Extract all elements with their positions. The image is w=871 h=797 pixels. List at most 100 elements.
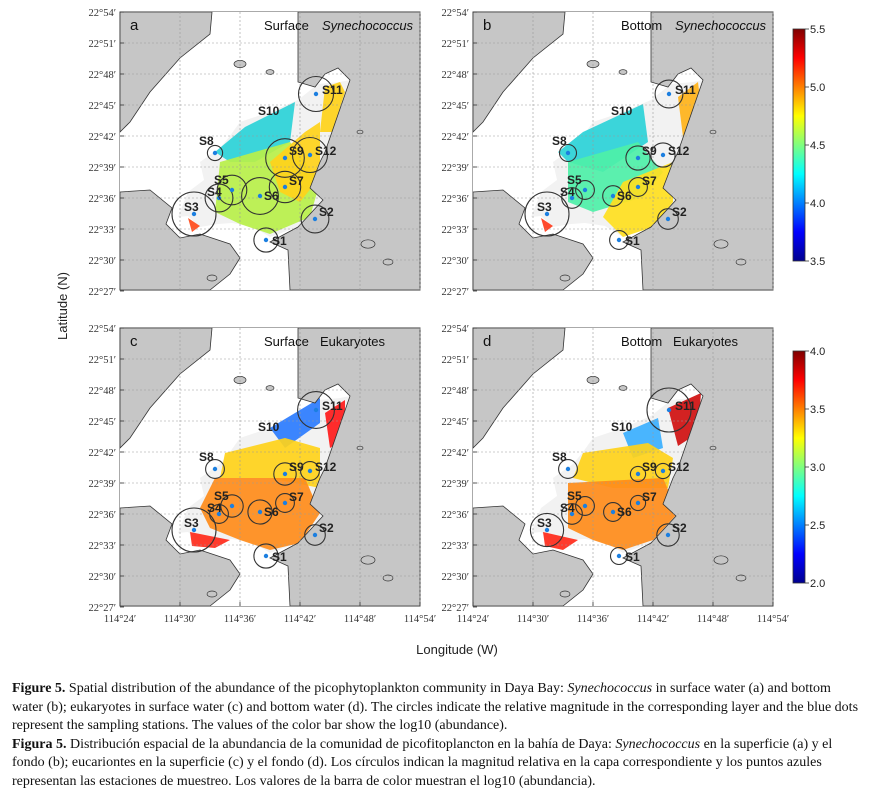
- panel-layer-label: Bottom: [621, 334, 662, 349]
- x-tick-label: 114°48′: [344, 614, 376, 625]
- station-label-s4: S4: [207, 501, 222, 515]
- panel-group-label: Synechococcus: [675, 18, 767, 33]
- y-tick-label: 22°33′: [442, 541, 470, 552]
- colorbar-tick-label: 3.0: [810, 462, 825, 474]
- y-tick-label: 22°54′: [442, 324, 470, 335]
- colorbar-tick-label: 4.5: [810, 140, 825, 152]
- colorbar-tick-label: 4.0: [810, 346, 825, 358]
- y-tick-label: 22°42′: [89, 132, 117, 143]
- land-west: [119, 327, 213, 449]
- island-3: [713, 555, 729, 565]
- station-label-s8: S8: [552, 134, 567, 148]
- magnitude-circle-s6: [247, 499, 273, 525]
- x-tick-label: 114°42′: [284, 614, 316, 625]
- station-dot-s1: [263, 237, 269, 243]
- station-dot-s3: [191, 527, 197, 533]
- station-label-s5: S5: [214, 489, 229, 503]
- panel-layer-label: Surface: [264, 334, 309, 349]
- station-dot-s5: [582, 503, 588, 509]
- colorbar-tick-label: 3.5: [810, 256, 825, 268]
- colorbar-tick-label: 4.0: [810, 198, 825, 210]
- station-dot-s5: [582, 187, 588, 193]
- magnitude-circle-s11: [297, 391, 335, 429]
- station-label-s7: S7: [642, 490, 657, 504]
- panel-group-label: Eukaryotes: [673, 334, 739, 349]
- y-tick-label: 22°42′: [442, 448, 470, 459]
- caption-spanish: Figura 5. Distribución espacial de la ab…: [12, 736, 864, 792]
- y-tick-label: 22°45′: [89, 101, 117, 112]
- magnitude-circle-s7: [268, 170, 302, 204]
- station-dot-s8: [565, 150, 571, 156]
- y-tick-label: 22°48′: [442, 386, 470, 397]
- colorbar-1: 3.5 4.0 4.5 5.0 5.5: [792, 24, 825, 268]
- magnitude-circle-s2: [304, 524, 326, 546]
- magnitude-circle-s4: [561, 187, 583, 209]
- caption-en-synechococcus: Synechococcus: [567, 681, 653, 696]
- x-tick-label: 114°54′: [757, 614, 789, 625]
- y-tick-label: 22°33′: [89, 225, 117, 236]
- magnitude-circle-s9: [625, 145, 651, 171]
- magnitude-circle-s4: [561, 503, 583, 525]
- station-label-s4: S4: [207, 185, 222, 199]
- station-label-s2: S2: [319, 205, 334, 219]
- abundance-field-4: [320, 82, 345, 132]
- island-4: [735, 574, 747, 582]
- station-label-s12: S12: [668, 460, 690, 474]
- magnitude-circle-s6: [241, 177, 279, 215]
- land-east: [269, 327, 421, 607]
- x-tick-label: 114°48′: [697, 614, 729, 625]
- panel-letter-b: b: [483, 17, 491, 34]
- abundance-field-1: [270, 398, 320, 448]
- station-label-s3: S3: [184, 200, 199, 214]
- y-tick-label: 22°48′: [442, 70, 470, 81]
- station-label-s4: S4: [560, 501, 575, 515]
- island-2: [265, 385, 275, 391]
- colorbar-tick-label: 2.5: [810, 520, 825, 532]
- abundance-field-3: [603, 162, 673, 237]
- magnitude-circle-s6: [602, 185, 624, 207]
- station-dot-s6: [257, 509, 263, 515]
- magnitude-circle-s7: [629, 494, 647, 512]
- magnitude-circle-s12: [291, 136, 329, 174]
- magnitude-circle-s5: [575, 180, 595, 200]
- x-tick-label: 114°24′: [457, 614, 489, 625]
- colorbar-tick-label: 5.5: [810, 24, 825, 36]
- station-dot-s9: [282, 471, 288, 477]
- y-tick-label: 22°27′: [89, 603, 117, 614]
- y-tick-label: 22°36′: [442, 510, 470, 521]
- station-label-s1: S1: [272, 550, 287, 564]
- station-dot-s11: [313, 407, 319, 413]
- colorbar-tick-label: 2.0: [810, 578, 825, 590]
- y-tick-label: 22°51′: [89, 39, 117, 50]
- magnitude-circle-s1: [253, 227, 279, 253]
- x-tick-label: 114°30′: [517, 614, 549, 625]
- abundance-field-3: [270, 122, 320, 202]
- magnitude-circle-s4: [209, 504, 229, 524]
- caption-es-label: Figura 5.: [12, 736, 67, 752]
- station-dot-s3: [191, 211, 197, 217]
- y-tick-label: 22°45′: [89, 417, 117, 428]
- station-label-s11: S11: [322, 399, 343, 413]
- station-label-s2: S2: [672, 205, 687, 219]
- island-4: [382, 258, 394, 266]
- panel-letter-d: d: [483, 333, 491, 350]
- station-dot-s5: [229, 503, 235, 509]
- island-2: [618, 385, 628, 391]
- station-dot-s4: [216, 511, 222, 517]
- station-label-s8: S8: [199, 450, 214, 464]
- magnitude-circle-s7: [275, 493, 295, 513]
- abundance-field-5: [188, 218, 200, 232]
- station-dot-s1: [263, 553, 269, 559]
- colorbar-gradient: [792, 28, 806, 262]
- station-label-s7: S7: [289, 174, 304, 188]
- caption-en-text-1: Spatial distribution of the abundance of…: [65, 681, 568, 696]
- abundance-field-5: [541, 218, 553, 232]
- y-tick-label: 22°36′: [89, 510, 117, 521]
- station-dot-s2: [312, 532, 318, 538]
- station-dot-s4: [569, 511, 575, 517]
- magnitude-circle-s2: [657, 208, 679, 230]
- island-2: [265, 69, 275, 75]
- magnitude-circle-s1: [609, 546, 629, 566]
- station-dot-s9: [282, 155, 288, 161]
